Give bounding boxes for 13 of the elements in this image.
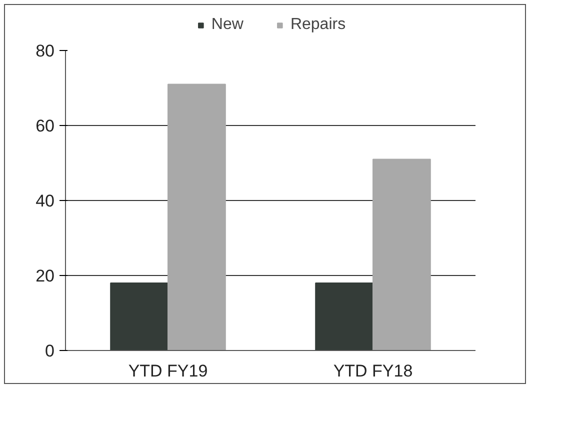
y-tick-label: 20: [36, 266, 55, 286]
x-tick-label: YTD FY19: [128, 362, 208, 380]
x-tick-label: YTD FY18: [333, 362, 413, 380]
bar: [110, 282, 168, 350]
legend-label: New: [211, 16, 244, 34]
bar: [168, 84, 226, 350]
y-tick-label: 60: [36, 116, 55, 136]
y-tick-label: 80: [36, 42, 55, 60]
bar: [372, 158, 431, 350]
bar: [315, 282, 374, 350]
legend-label: Repairs: [290, 16, 346, 34]
y-tick-label: 0: [45, 342, 55, 360]
y-tick-label: 40: [36, 192, 55, 210]
